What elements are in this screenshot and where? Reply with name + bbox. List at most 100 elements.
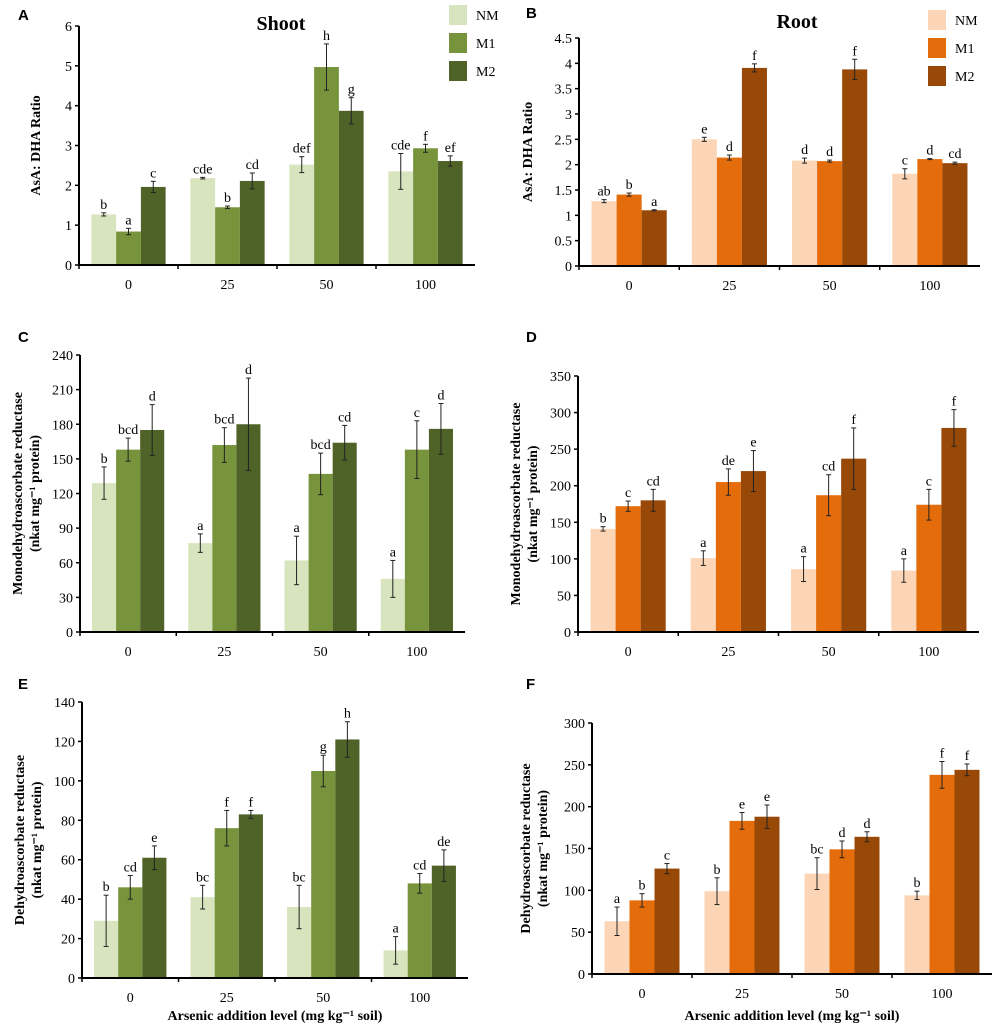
y-tick-label: 5 — [65, 60, 72, 75]
y-tick-label: 0 — [565, 260, 572, 275]
legend-swatch-nm — [449, 5, 467, 25]
x-tick-label: 50 — [835, 987, 849, 1002]
y-axis-label: Monodehydroascorbate reductase — [11, 392, 26, 595]
bar-m2 — [142, 857, 167, 978]
x-tick-label: 25 — [217, 645, 231, 660]
y-tick-label: 60 — [61, 854, 75, 869]
bar-m2 — [854, 836, 880, 974]
bar-m2 — [640, 500, 666, 632]
bar-m1 — [715, 482, 741, 632]
bar-nm — [792, 160, 818, 266]
significance-letter: f — [249, 795, 254, 810]
x-tick-label: 0 — [125, 645, 132, 660]
significance-letter: b — [626, 178, 633, 193]
significance-letter: a — [800, 542, 807, 557]
y-tick-label: 150 — [52, 453, 73, 468]
y-tick-label: 40 — [61, 893, 75, 908]
y-tick-label: 90 — [59, 522, 73, 537]
y-tick-label: 4 — [565, 57, 572, 72]
panel-letter: B — [526, 5, 537, 22]
legend-label: NM — [955, 14, 978, 29]
bar-m2 — [954, 769, 980, 974]
x-tick-label: 25 — [220, 991, 234, 1006]
significance-letter: cd — [948, 147, 961, 162]
y-tick-label: 2 — [65, 179, 72, 194]
bar-m2 — [238, 814, 263, 978]
significance-letter: a — [614, 892, 621, 907]
significance-letter: b — [100, 198, 107, 213]
bar-m2 — [941, 427, 967, 632]
y-tick-label: 210 — [52, 384, 73, 399]
significance-letter: f — [851, 413, 856, 428]
bar-m2 — [842, 69, 868, 266]
significance-letter: cde — [391, 138, 410, 153]
y-axis-label: Monodehydroascorbate reductase — [509, 403, 524, 606]
y-tick-label: 80 — [61, 814, 75, 829]
significance-letter: cde — [193, 162, 212, 177]
legend-swatch-nm — [928, 10, 946, 30]
x-tick-label: 50 — [320, 278, 334, 293]
significance-letter: bc — [293, 870, 306, 885]
bar-m1 — [629, 900, 655, 974]
bar-m2 — [641, 210, 667, 266]
significance-letter: e — [701, 122, 707, 137]
significance-letter: b — [600, 512, 607, 527]
bar-nm — [190, 897, 215, 978]
legend-label: M1 — [955, 42, 974, 57]
bar-m1 — [215, 207, 240, 265]
bar-nm — [91, 214, 117, 265]
x-tick-label: 0 — [625, 645, 632, 660]
x-tick-label: 50 — [316, 991, 330, 1006]
significance-letter: ab — [597, 185, 610, 200]
y-tick-label: 3.5 — [555, 83, 573, 98]
legend-swatch-m1 — [928, 38, 946, 58]
bar-nm — [690, 558, 716, 632]
bar-m2 — [239, 180, 265, 265]
y-tick-label: 4 — [65, 100, 72, 115]
bar-m2 — [332, 442, 357, 632]
y-tick-label: 350 — [550, 370, 571, 385]
legend-label: M2 — [476, 65, 495, 80]
bar-nm — [804, 873, 830, 974]
significance-letter: bcd — [214, 413, 234, 428]
bar-m1 — [407, 883, 432, 978]
y-axis-label: (nkat mg⁻¹ protein) — [28, 435, 43, 552]
significance-letter: f — [423, 129, 428, 144]
bar-m1 — [308, 473, 333, 632]
bar-m2 — [942, 163, 968, 266]
y-tick-label: 240 — [52, 349, 73, 364]
y-tick-label: 3 — [65, 140, 72, 155]
significance-letter: e — [764, 790, 770, 805]
significance-letter: d — [245, 363, 252, 378]
x-tick-label: 0 — [127, 991, 134, 1006]
legend-swatch-m2 — [928, 66, 946, 86]
y-tick-label: 300 — [564, 717, 585, 732]
bar-m2 — [140, 430, 165, 632]
significance-letter: a — [393, 922, 400, 937]
y-tick-label: 1 — [65, 219, 72, 234]
y-tick-label: 0 — [68, 972, 75, 987]
x-tick-label: 50 — [314, 645, 328, 660]
y-tick-label: 3 — [565, 108, 572, 123]
bar-m1 — [212, 445, 237, 632]
x-tick-label: 100 — [919, 279, 940, 294]
x-tick-label: 25 — [221, 278, 235, 293]
bar-m1 — [311, 771, 336, 978]
significance-letter: bcd — [118, 423, 138, 438]
panel-letter: A — [18, 7, 29, 24]
bar-m1 — [118, 887, 143, 978]
significance-letter: bc — [810, 843, 823, 858]
legend-swatch-m1 — [449, 33, 467, 53]
y-tick-label: 200 — [564, 801, 585, 816]
x-tick-label: 100 — [406, 645, 427, 660]
significance-letter: a — [293, 521, 300, 536]
significance-letter: c — [625, 486, 631, 501]
significance-letter: b — [914, 876, 921, 891]
bar-m2 — [754, 816, 780, 974]
x-tick-label: 100 — [918, 645, 939, 660]
bar-m1 — [917, 159, 943, 266]
significance-letter: a — [651, 195, 658, 210]
y-tick-label: 0.5 — [555, 235, 573, 250]
y-tick-label: 4.5 — [555, 32, 573, 47]
significance-letter: d — [437, 388, 444, 403]
